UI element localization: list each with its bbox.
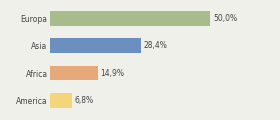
Bar (50, 11, 210, 26)
Text: 14,9%: 14,9% (101, 69, 125, 78)
Bar (50, 38, 141, 53)
Text: 6,8%: 6,8% (75, 96, 94, 105)
Text: 50,0%: 50,0% (213, 14, 237, 23)
Bar (50, 66, 98, 81)
Text: 28,4%: 28,4% (144, 41, 168, 50)
Bar (50, 93, 72, 108)
